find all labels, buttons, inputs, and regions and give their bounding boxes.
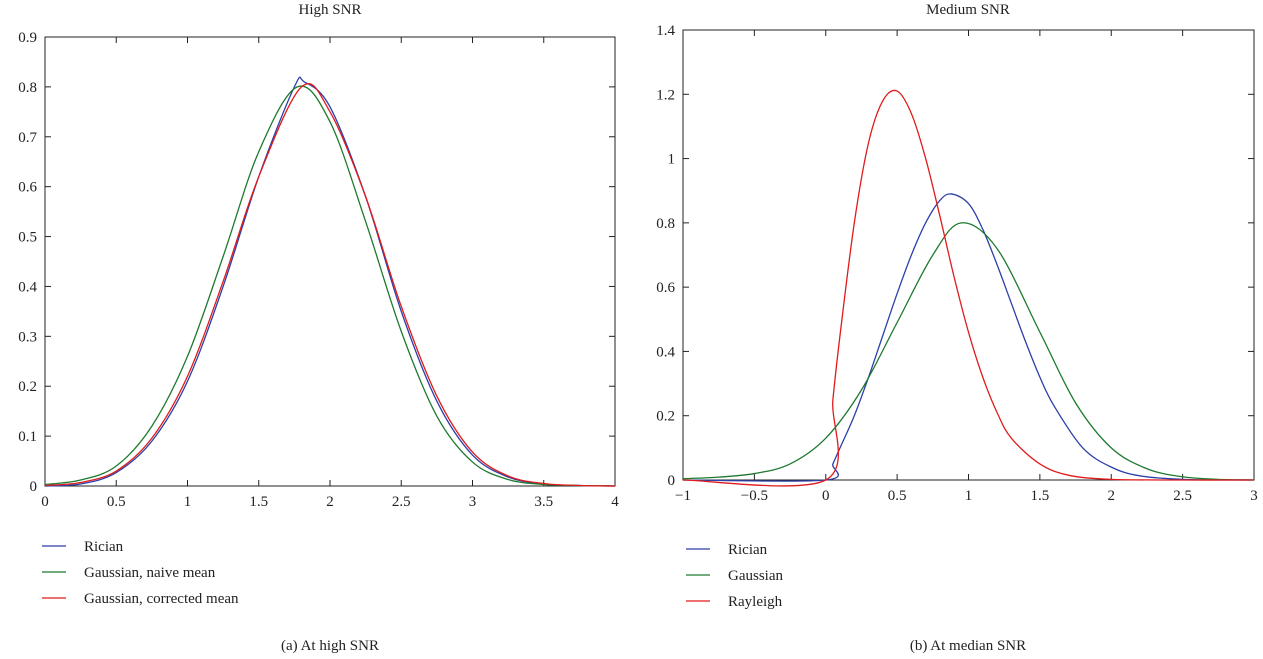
plot-area-frame	[44, 36, 616, 487]
axis-ticks: −1 −0.5 0 0.5 1 1.5 2 2.5 3 0 0.2 0.4 0.6 0.8 1 1.2 1.4	[656, 23, 1258, 504]
x-tick-label: 2.5	[1173, 488, 1192, 504]
y-tick-label: 0.8	[18, 80, 37, 96]
series-line-rician	[44, 76, 616, 487]
legend-label: Rayleigh	[728, 594, 783, 610]
chart-panel-medium-snr: Medium SNR −1 −0.5 0 0.5 1 1.5 2 2.5 3 0 0.2 0.4 0.6…	[656, 2, 1258, 654]
x-tick-label: 3	[469, 494, 477, 510]
x-tick-label: 0	[41, 494, 49, 510]
x-tick-label: 0.5	[107, 494, 126, 510]
chart-title: High SNR	[299, 2, 362, 18]
series-line-rayleigh	[682, 89, 1255, 487]
y-tick-label: 0.6	[18, 180, 37, 196]
series-line-gaussian	[682, 222, 1255, 481]
x-tick-label: −1	[675, 488, 691, 504]
x-tick-label: 2	[326, 494, 334, 510]
y-tick-label: 0.4	[656, 344, 675, 360]
legend-label: Rician	[728, 542, 768, 558]
y-tick-label: 0	[30, 479, 38, 495]
series-lines	[682, 89, 1255, 487]
legend-label: Gaussian	[728, 568, 783, 584]
y-tick-label: 1	[668, 152, 676, 168]
series-line-rician	[682, 193, 1255, 482]
x-tick-label: 4	[611, 494, 619, 510]
legend-label: Rician	[84, 539, 124, 555]
legend-label: Gaussian, corrected mean	[84, 591, 239, 607]
y-tick-label: 0.3	[18, 329, 37, 345]
x-tick-label: 2.5	[392, 494, 411, 510]
series-lines	[44, 76, 616, 487]
y-tick-label: 0.9	[18, 30, 37, 46]
axis-ticks: 0 0.5 1 1.5 2 2.5 3 3.5 4 0 0.1 0.2 0.3 0.4 0.5 0.6 0.7 0…	[18, 30, 619, 510]
x-tick-label: 3	[1250, 488, 1258, 504]
chart-panel-high-snr: High SNR 0 0.5 1 1.5 2 2.5 3 3.5 400.10.20.30.40…	[18, 2, 619, 654]
y-tick-label: 0.1	[18, 429, 37, 445]
x-tick-label: 0.5	[888, 488, 907, 504]
y-tick-label: 0	[668, 473, 676, 489]
x-tick-label: 1.5	[1031, 488, 1050, 504]
chart-title: Medium SNR	[926, 2, 1010, 18]
y-tick-label: 1.2	[656, 87, 675, 103]
legend-label: Gaussian, naive mean	[84, 565, 216, 581]
x-tick-label: −0.5	[741, 488, 768, 504]
y-tick-label: 0.2	[18, 379, 37, 395]
x-tick-label: 2	[1108, 488, 1116, 504]
series-line-gaussian-corrected-mean	[44, 83, 616, 487]
y-tick-label: 1.4	[656, 23, 675, 39]
y-tick-label: 0.8	[656, 216, 675, 232]
series-line-gaussian-naive-mean	[44, 85, 616, 487]
legend: Rician Gaussian Rayleigh	[686, 542, 783, 610]
y-tick-label: 0.5	[18, 230, 37, 246]
legend: Rician Gaussian, naive mean Gaussian, corr…	[42, 539, 239, 607]
y-tick-label: 0.7	[18, 130, 37, 146]
y-tick-label: 0.2	[656, 409, 675, 425]
chart-caption: (b) At median SNR	[910, 638, 1026, 654]
chart-caption: (a) At high SNR	[281, 638, 379, 654]
y-tick-label: 0.6	[656, 280, 675, 296]
x-tick-label: 1	[965, 488, 973, 504]
y-tick-label: 0.4	[18, 279, 37, 295]
x-tick-label: 1	[184, 494, 192, 510]
x-tick-label: 1.5	[249, 494, 268, 510]
plot-area-frame	[682, 29, 1255, 481]
x-tick-label: 0	[822, 488, 830, 504]
x-tick-label: 3.5	[534, 494, 553, 510]
